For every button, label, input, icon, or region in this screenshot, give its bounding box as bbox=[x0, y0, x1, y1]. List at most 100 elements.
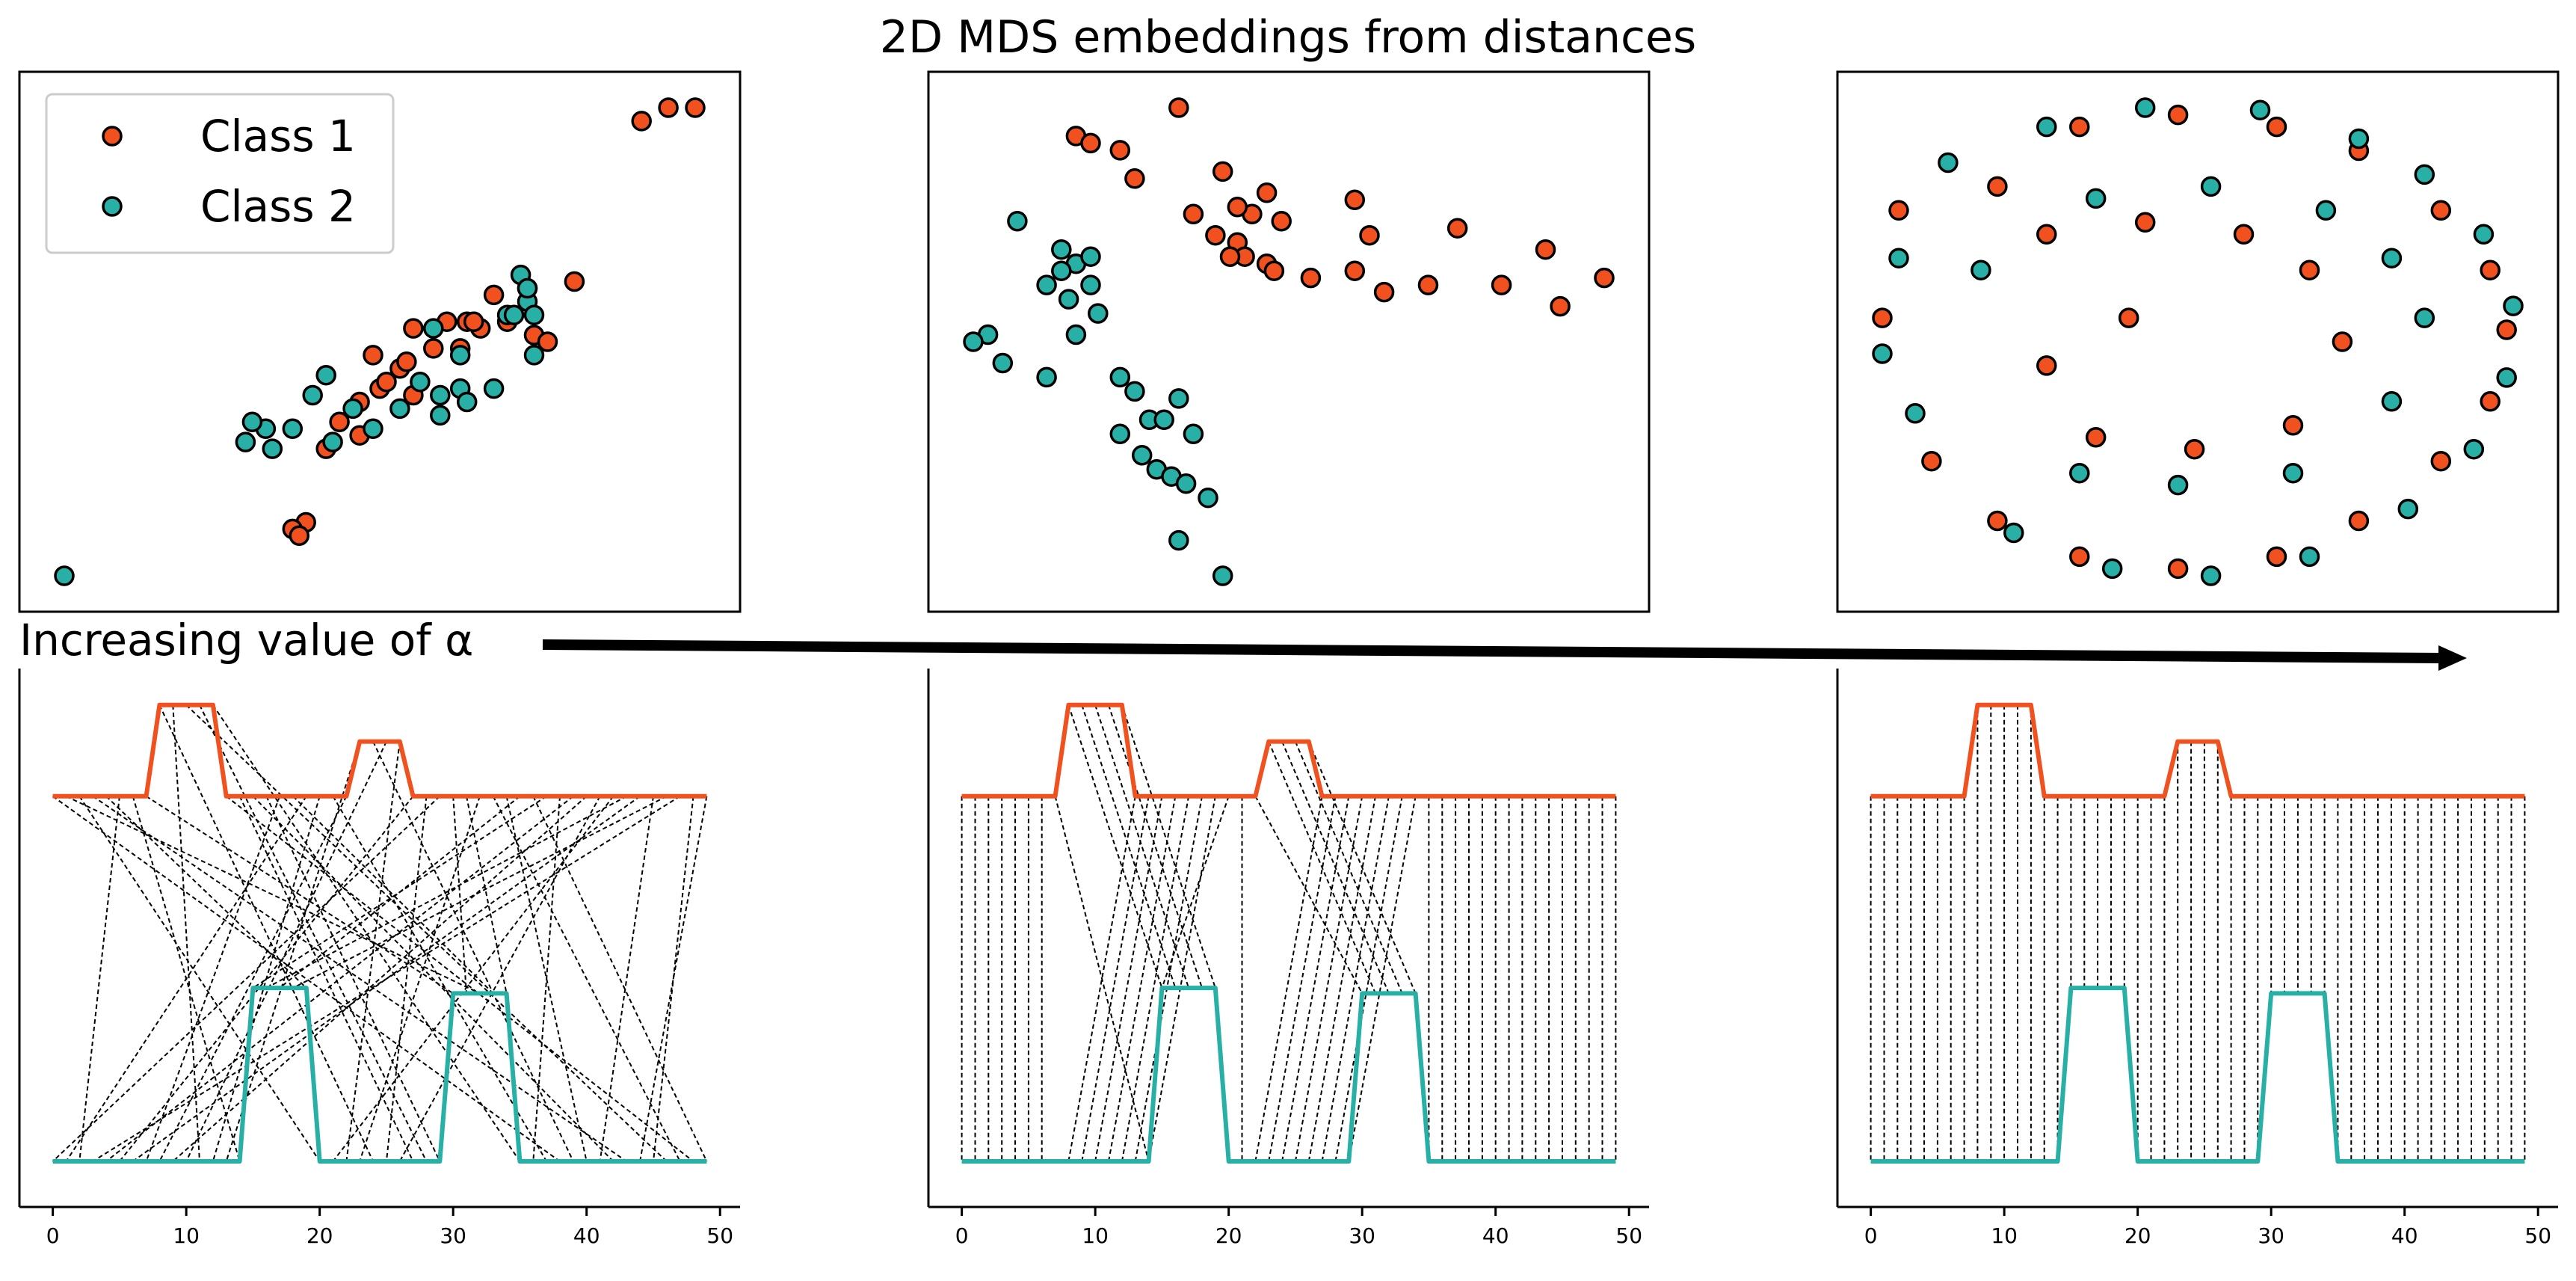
scatter-point-class-2 bbox=[523, 304, 545, 325]
scatter-point-class-1 bbox=[483, 284, 505, 306]
scatter-point-class-1 bbox=[537, 331, 558, 352]
matching-line bbox=[225, 741, 361, 1162]
scatter-point-class-1 bbox=[2266, 116, 2287, 138]
scatter-point-class-2 bbox=[423, 318, 444, 339]
scatter-point-class-2 bbox=[2134, 97, 2156, 118]
matching-line bbox=[1307, 741, 1417, 994]
scatter-point-class-2 bbox=[2397, 498, 2419, 520]
scatter-point-class-1 bbox=[1263, 260, 1285, 281]
scatter-point-class-2 bbox=[517, 277, 538, 299]
scatter-point-class-2 bbox=[389, 398, 410, 420]
matching-line bbox=[532, 796, 561, 1162]
scatter-point-class-1 bbox=[1446, 218, 1468, 239]
x-tick-label: 40 bbox=[2391, 1223, 2418, 1248]
scatter-point-class-2 bbox=[1905, 403, 1926, 424]
matching-line bbox=[1094, 796, 1163, 1162]
scatter-point-class-1 bbox=[1271, 211, 1292, 232]
x-tick-label: 50 bbox=[706, 1223, 733, 1248]
scatter-point-class-1 bbox=[2348, 510, 2370, 532]
matching-line bbox=[1134, 796, 1203, 1162]
scatter-point-class-2 bbox=[342, 398, 363, 420]
scatter-point-class-2 bbox=[503, 304, 525, 325]
scatter-point-class-2 bbox=[1198, 487, 1218, 509]
signal-line-class-1 bbox=[52, 702, 707, 799]
matching-line bbox=[265, 796, 441, 1162]
scatter-point-class-2 bbox=[1183, 423, 1204, 445]
scatter-point-class-2 bbox=[2036, 116, 2057, 138]
matching-line bbox=[146, 795, 454, 995]
scatter-point-class-1 bbox=[2085, 427, 2107, 448]
scatter-point-class-1 bbox=[1256, 182, 1278, 203]
scatter-point-class-2 bbox=[430, 405, 451, 426]
matching-line bbox=[1108, 704, 1203, 989]
panel-frame bbox=[18, 70, 742, 613]
scatter-point-class-2 bbox=[1124, 381, 1145, 402]
scatter-point-class-2 bbox=[2085, 188, 2107, 209]
scatter-point-class-1 bbox=[1535, 239, 1556, 260]
scatter-point-class-1 bbox=[631, 111, 652, 132]
matching-panel-bottom-right: 0 10 20 30 40 50 bbox=[1836, 669, 2558, 1248]
scatter-panel-top-right bbox=[1836, 70, 2560, 613]
matching-panel-bottom-middle: 0 10 20 30 40 50 bbox=[927, 669, 1649, 1248]
matching-line bbox=[1081, 796, 1150, 1162]
scatter-point-class-1 bbox=[1219, 246, 1241, 267]
matching-line bbox=[492, 796, 681, 1162]
x-tick-label: 40 bbox=[573, 1223, 600, 1248]
scatter-point-class-1 bbox=[1888, 200, 1909, 221]
matching-line bbox=[105, 796, 574, 1162]
matching-line bbox=[105, 796, 307, 989]
scatter-point-class-2 bbox=[2200, 176, 2222, 197]
signal-line-class-2 bbox=[961, 986, 1616, 1164]
scatter-point-class-1 bbox=[1373, 281, 1395, 303]
x-tick-label: 10 bbox=[1991, 1223, 2018, 1248]
scatter-point-class-2 bbox=[1153, 409, 1174, 431]
matching-line bbox=[532, 796, 708, 1162]
x-tick-label: 0 bbox=[1864, 1223, 1878, 1248]
scatter-point-class-1 bbox=[1109, 140, 1131, 161]
matching-panel-bottom-left: 0 10 20 30 40 50 bbox=[18, 669, 740, 1248]
matching-line bbox=[505, 796, 588, 1162]
scatter-point-class-2 bbox=[1888, 248, 1909, 268]
x-tick-label: 30 bbox=[2258, 1223, 2284, 1248]
scatter-point-class-1 bbox=[396, 351, 417, 372]
scatter-panel-top-left bbox=[18, 70, 742, 613]
alpha-annotation-text: Increasing value of α bbox=[19, 615, 473, 666]
matching-line bbox=[172, 796, 588, 1162]
scatter-point-class-2 bbox=[1088, 303, 1109, 324]
scatter-point-class-2 bbox=[1080, 246, 1101, 267]
scatter-point-class-2 bbox=[1007, 211, 1028, 232]
signal-line-class-1 bbox=[961, 702, 1616, 799]
scatter-point-class-2 bbox=[2414, 307, 2435, 328]
matching-line bbox=[452, 796, 467, 994]
matching-line bbox=[65, 796, 307, 1162]
scatter-point-class-2 bbox=[430, 384, 451, 406]
matching-line bbox=[1281, 796, 1350, 1162]
matching-line bbox=[385, 796, 428, 1162]
scatter-point-class-2 bbox=[2249, 99, 2271, 120]
matching-line bbox=[1161, 796, 1230, 989]
matching-line bbox=[1121, 704, 1216, 989]
scatter-point-class-2 bbox=[282, 418, 303, 440]
matching-line bbox=[359, 796, 481, 1162]
matching-line bbox=[185, 704, 668, 1162]
figure-title: 2D MDS embeddings from distances bbox=[880, 11, 1696, 64]
scatter-point-class-1 bbox=[1359, 224, 1380, 246]
matching-line bbox=[52, 796, 440, 1162]
scatter-point-class-1 bbox=[1205, 224, 1226, 246]
scatter-point-class-1 bbox=[289, 525, 310, 547]
scatter-point-class-2 bbox=[262, 438, 283, 459]
x-tick-label: 0 bbox=[46, 1223, 60, 1248]
x-tick-label: 50 bbox=[2524, 1223, 2551, 1248]
matching-line bbox=[212, 704, 521, 1162]
scatter-point-class-1 bbox=[2430, 450, 2452, 472]
scatter-point-class-1 bbox=[363, 345, 383, 366]
scatter-point-class-1 bbox=[1300, 267, 1322, 289]
legend: Class 1 Class 2 bbox=[45, 93, 395, 254]
scatter-point-class-1 bbox=[1417, 274, 1439, 295]
matching-line bbox=[372, 741, 574, 1162]
matching-line bbox=[238, 796, 414, 1162]
scatter-point-class-1 bbox=[376, 371, 397, 393]
scatter-point-class-1 bbox=[2069, 546, 2090, 568]
matching-line bbox=[252, 796, 614, 1162]
